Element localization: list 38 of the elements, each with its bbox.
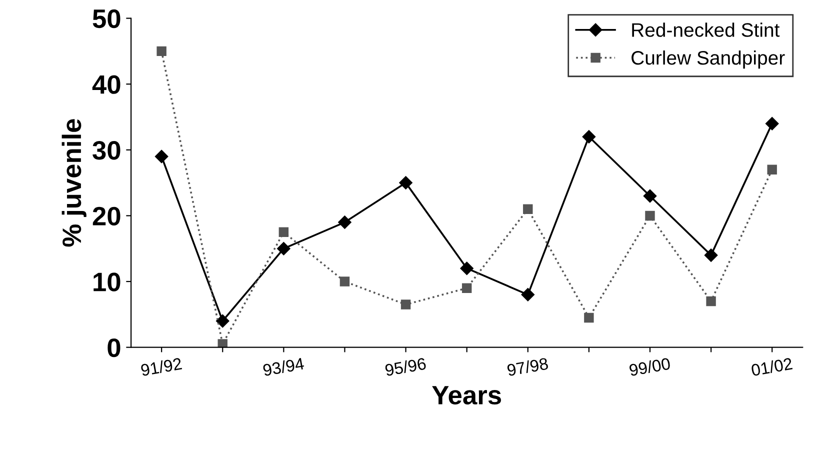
point: [521, 288, 534, 302]
point: [216, 314, 230, 328]
legend-label: Curlew Sandpiper: [632, 50, 785, 69]
point: [645, 210, 655, 221]
point: [154, 150, 168, 164]
point: [400, 300, 411, 310]
point: [278, 227, 289, 238]
point: [156, 46, 166, 56]
point: [584, 312, 594, 323]
point: [767, 164, 777, 174]
x-tick-label: 95/96: [384, 357, 426, 376]
point: [338, 216, 352, 229]
point: [582, 130, 596, 144]
legend-label: Red-necked Stint: [632, 22, 780, 37]
x-axis-title: Years: [432, 386, 501, 405]
point: [340, 276, 350, 286]
y-axis-title: % juvenile: [62, 119, 86, 247]
x-tick-label: 97/98: [506, 357, 548, 376]
y-tick-label: 30: [92, 141, 120, 160]
y-tick-label: 50: [92, 9, 120, 28]
y-tick-label: 0: [108, 338, 120, 358]
point: [704, 248, 718, 262]
point: [399, 176, 412, 190]
point: [462, 283, 472, 293]
point: [277, 242, 290, 256]
y-tick-label: 40: [92, 75, 120, 94]
x-tick-label: 99/00: [628, 357, 671, 376]
point: [766, 116, 779, 130]
point: [523, 204, 533, 214]
point: [643, 189, 657, 203]
y-tick-label: 10: [94, 272, 120, 292]
x-tick-label: 91/92: [140, 357, 182, 376]
x-tick-label: 01/02: [750, 357, 793, 376]
y-tick-label: 20: [92, 206, 120, 226]
x-tick-label: 93/94: [262, 357, 305, 376]
point: [218, 339, 228, 348]
point: [706, 296, 716, 306]
point: [460, 262, 474, 275]
